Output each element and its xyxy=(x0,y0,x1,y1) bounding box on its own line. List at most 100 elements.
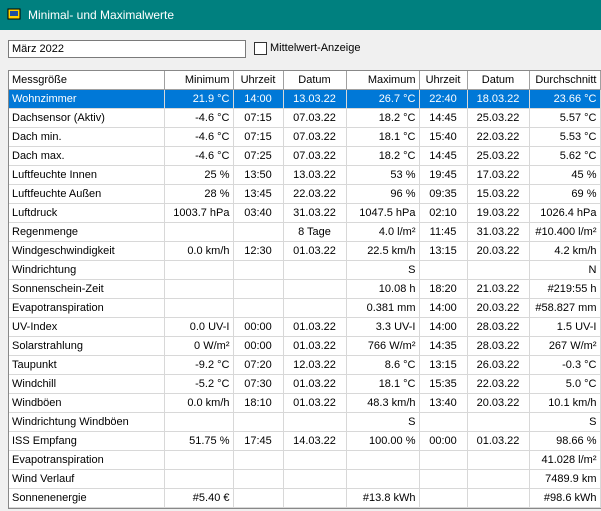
table-cell xyxy=(233,450,284,470)
table-cell: 00:00 xyxy=(233,317,284,337)
table-cell: Sonnenenergie xyxy=(9,488,165,508)
table-cell: Windrichtung xyxy=(9,260,165,280)
table-cell: 13.03.22 xyxy=(283,89,347,109)
table-row[interactable]: UV-Index 0.0 UV-I 00:00 01.03.22 3.3 UV-I 14:… xyxy=(9,317,601,337)
table-cell: 26.03.22 xyxy=(467,355,530,375)
table-cell: 00:00 xyxy=(419,431,468,451)
table-cell: 3.3 UV-I xyxy=(346,317,420,337)
table-cell: -9.2 °C xyxy=(164,355,234,375)
table-cell: 18.2 °C xyxy=(346,146,420,166)
column-header[interactable]: Uhrzeit xyxy=(419,71,468,90)
table-cell xyxy=(467,450,530,470)
table: Messgröße Minimum Uhrzeit Datum Maximum Uhrze… xyxy=(9,71,601,508)
table-row[interactable]: Regenmenge 8 Tage 4.0 l/m² 11:45 31.03.22 #10… xyxy=(9,222,601,242)
table-cell: -4.6 °C xyxy=(164,146,234,166)
table-cell xyxy=(283,298,347,318)
table-cell: 51.75 % xyxy=(164,431,234,451)
table-cell: Taupunkt xyxy=(9,355,165,375)
table-cell xyxy=(233,298,284,318)
table-cell: 07.03.22 xyxy=(283,146,347,166)
table-cell: 21.03.22 xyxy=(467,279,530,299)
table-cell: 0.0 km/h xyxy=(164,241,234,261)
table-cell: 28.03.22 xyxy=(467,317,530,337)
table-cell: Wind Verlauf xyxy=(9,469,165,489)
column-header[interactable]: Datum xyxy=(283,71,347,90)
table-row[interactable]: Dach min. -4.6 °C 07:15 07.03.22 18.1 °C 15:4… xyxy=(9,127,601,147)
table-cell xyxy=(233,279,284,299)
table-cell xyxy=(164,412,234,432)
table-cell: 8.6 °C xyxy=(346,355,420,375)
table-cell: 5.57 °C xyxy=(529,108,601,128)
table-cell: #10.400 l/m² xyxy=(529,222,601,242)
app-icon xyxy=(7,8,21,20)
table-cell: 15.03.22 xyxy=(467,184,530,204)
table-cell: 53 % xyxy=(346,165,420,185)
window-title: Minimal- und Maximalwerte xyxy=(28,8,175,22)
table-row[interactable]: Evapotranspiration 41.028 l/m² xyxy=(9,450,601,470)
table-cell: 28.03.22 xyxy=(467,336,530,356)
table-row[interactable]: Windrichtung Windböen S S xyxy=(9,412,601,432)
table-cell: 11:45 xyxy=(419,222,468,242)
table-cell: 01.03.22 xyxy=(283,241,347,261)
table-cell: 10.08 h xyxy=(346,279,420,299)
table-cell xyxy=(419,412,468,432)
table-cell: -4.6 °C xyxy=(164,127,234,147)
table-cell xyxy=(346,469,420,489)
table-row[interactable]: Sonnenenergie #5.40 € #13.8 kWh #98.6 kWh xyxy=(9,488,601,508)
table-cell xyxy=(346,450,420,470)
table-cell xyxy=(233,488,284,508)
table-row[interactable]: Wohnzimmer 21.9 °C 14:00 13.03.22 26.7 °C 22:… xyxy=(9,89,601,109)
table-row[interactable]: Windchill -5.2 °C 07:30 01.03.22 18.1 °C 15:3… xyxy=(9,374,601,394)
table-cell: Evapotranspiration xyxy=(9,298,165,318)
table-row[interactable]: Sonnenschein-Zeit 10.08 h 18:20 21.03.22 #21… xyxy=(9,279,601,299)
table-cell xyxy=(233,260,284,280)
table-cell: 19.03.22 xyxy=(467,203,530,223)
table-row[interactable]: Luftfeuchte Innen 25 % 13:50 13.03.22 53 % 19… xyxy=(9,165,601,185)
table-row[interactable]: Solarstrahlung 0 W/m² 00:00 01.03.22 766 W/m… xyxy=(9,336,601,356)
table-row[interactable]: Windböen 0.0 km/h 18:10 01.03.22 48.3 km/h 13… xyxy=(9,393,601,413)
checkbox-label[interactable]: Mittelwert-Anzeige xyxy=(270,42,361,54)
table-row[interactable]: Windrichtung S N xyxy=(9,260,601,280)
column-header[interactable]: Uhrzeit xyxy=(233,71,284,90)
table-row[interactable]: Wind Verlauf 7489.9 km xyxy=(9,469,601,489)
table-cell xyxy=(419,469,468,489)
table-cell: 98.66 % xyxy=(529,431,601,451)
table-cell xyxy=(283,488,347,508)
table-row[interactable]: Windgeschwindigkeit 0.0 km/h 12:30 01.03.22… xyxy=(9,241,601,261)
table-cell: 18.03.22 xyxy=(467,89,530,109)
table-row[interactable]: Dachsensor (Aktiv) -4.6 °C 07:15 07.03.22 18… xyxy=(9,108,601,128)
table-cell: Luftfeuchte Außen xyxy=(9,184,165,204)
column-header[interactable]: Datum xyxy=(467,71,530,90)
table-row[interactable]: ISS Empfang 51.75 % 17:45 14.03.22 100.00 % 0… xyxy=(9,431,601,451)
column-header[interactable]: Messgröße xyxy=(9,71,165,90)
table-cell: 07:25 xyxy=(233,146,284,166)
table-cell xyxy=(467,488,530,508)
table-cell: 18:20 xyxy=(419,279,468,299)
table-row[interactable]: Evapotranspiration 0.381 mm 14:00 20.03.22 #… xyxy=(9,298,601,318)
table-cell: 10.1 km/h xyxy=(529,393,601,413)
period-input[interactable]: März 2022 xyxy=(8,40,246,58)
table-cell: S xyxy=(346,260,420,280)
table-row[interactable]: Dach max. -4.6 °C 07:25 07.03.22 18.2 °C 14:4… xyxy=(9,146,601,166)
table-cell: Evapotranspiration xyxy=(9,450,165,470)
table-cell: 1047.5 hPa xyxy=(346,203,420,223)
table-row[interactable]: Taupunkt -9.2 °C 07:20 12.03.22 8.6 °C 13:15 2… xyxy=(9,355,601,375)
column-header[interactable]: Maximum xyxy=(346,71,420,90)
table-cell: Windgeschwindigkeit xyxy=(9,241,165,261)
table-cell: 0.381 mm xyxy=(346,298,420,318)
table-cell xyxy=(233,222,284,242)
table-cell: 13:50 xyxy=(233,165,284,185)
table-cell: 00:00 xyxy=(233,336,284,356)
column-header[interactable]: Minimum xyxy=(164,71,234,90)
table-cell: -0.3 °C xyxy=(529,355,601,375)
table-cell: 19:45 xyxy=(419,165,468,185)
checkbox[interactable] xyxy=(254,42,267,55)
table-cell: 4.0 l/m² xyxy=(346,222,420,242)
column-header[interactable]: Durchschnitt xyxy=(529,71,601,90)
table-row[interactable]: Luftdruck 1003.7 hPa 03:40 31.03.22 1047.5 h… xyxy=(9,203,601,223)
table-cell: 01.03.22 xyxy=(283,393,347,413)
table-cell xyxy=(283,260,347,280)
table-row[interactable]: Luftfeuchte Außen 28 % 13:45 22.03.22 96 % 09… xyxy=(9,184,601,204)
table-cell: 20.03.22 xyxy=(467,298,530,318)
